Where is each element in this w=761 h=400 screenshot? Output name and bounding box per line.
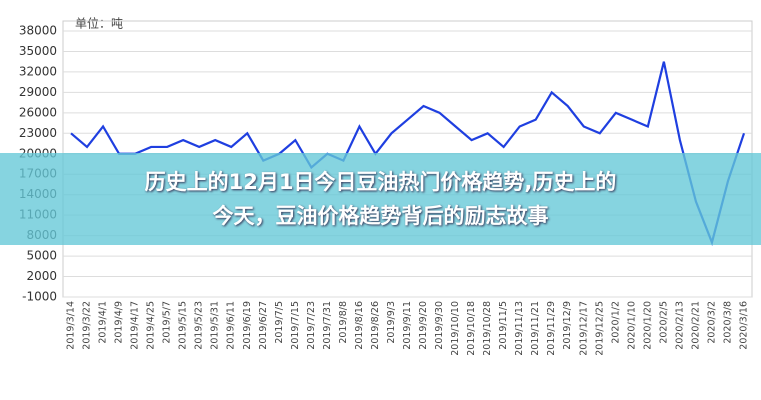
x-tick-label: 2019/10/18 (466, 301, 477, 356)
x-tick-label: 2019/6/19 (242, 301, 253, 350)
x-tick-label: 2019/5/15 (178, 301, 189, 350)
x-tick-label: 2019/12/17 (578, 301, 589, 356)
y-tick-label: 2000 (26, 269, 57, 283)
x-tick-label: 2019/7/15 (290, 301, 301, 350)
x-tick-label: 2019/12/9 (562, 301, 573, 350)
x-tick-label: 2019/9/3 (386, 301, 397, 344)
x-tick-label: 2019/11/13 (514, 301, 525, 356)
x-tick-label: 2019/5/7 (162, 301, 173, 344)
x-tick-label: 2019/3/22 (82, 301, 93, 350)
x-tick-label: 2019/10/28 (482, 301, 493, 356)
banner: 历史上的12月1日今日豆油热门价格趋势,历史上的 今天，豆油价格趋势背后的励志故… (0, 153, 761, 245)
x-tick-label: 2020/2/21 (690, 301, 701, 350)
data-line (70, 61, 746, 246)
x-tick-label: 2019/11/21 (530, 301, 541, 356)
x-tick-label: 2019/4/17 (130, 301, 141, 350)
x-tick-label: 2019/5/23 (194, 301, 205, 350)
banner-line: 历史上的12月1日今日豆油热门价格趋势,历史上的 (144, 170, 617, 194)
x-tick-label: 2019/6/27 (258, 301, 269, 350)
x-tick-label: 2020/3/8 (722, 301, 733, 344)
x-tick-label: 2019/11/5 (498, 301, 509, 350)
x-tick-label: 2019/7/23 (306, 301, 317, 350)
x-tick-label: 2019/12/25 (594, 301, 605, 356)
x-tick-label: 2020/3/2 (706, 301, 717, 344)
y-tick-label: 32000 (19, 64, 57, 78)
x-tick-label: 2020/1/20 (642, 301, 653, 350)
x-tick-label: 2019/3/14 (66, 301, 77, 350)
y-tick-label: 35000 (19, 44, 57, 58)
x-tick-label: 2020/2/5 (658, 301, 669, 344)
x-tick-label: 2019/6/11 (226, 301, 237, 350)
x-tick-label: 2019/8/8 (338, 301, 349, 344)
x-tick-label: 2019/11/29 (546, 301, 557, 356)
x-tick-label: 2019/4/25 (146, 301, 157, 350)
x-tick-label: 2019/8/16 (354, 301, 365, 350)
banner-line: 今天，豆油价格趋势背后的励志故事 (212, 204, 549, 228)
x-tick-label: 2020/1/2 (610, 301, 621, 344)
y-tick-label: 29000 (19, 85, 57, 99)
y-tick-label: 23000 (19, 126, 57, 140)
y-tick-label: -1000 (22, 290, 57, 304)
x-tick-label: 2019/9/20 (418, 301, 429, 350)
x-tick-label: 2019/9/30 (434, 301, 445, 350)
x-tick-label: 2019/10/10 (450, 301, 461, 356)
x-tick-label: 2019/5/31 (210, 301, 221, 350)
x-tick-label: 2020/2/13 (674, 301, 685, 350)
y-tick-label: 5000 (26, 249, 57, 263)
x-tick-label: 2019/7/5 (274, 301, 285, 344)
x-tick-label: 2019/9/11 (402, 301, 413, 350)
x-tick-label: 2019/4/9 (114, 301, 125, 344)
unit-label: 单位：吨 (75, 16, 123, 31)
x-tick-label: 2019/4/1 (98, 301, 109, 344)
x-tick-label: 2020/1/10 (626, 301, 637, 350)
y-tick-label: 26000 (19, 105, 57, 119)
x-tick-label: 2020/3/16 (739, 301, 750, 350)
x-tick-label: 2019/8/26 (370, 301, 381, 350)
y-tick-label: 38000 (19, 24, 57, 38)
x-tick-label: 2019/7/31 (322, 301, 333, 350)
